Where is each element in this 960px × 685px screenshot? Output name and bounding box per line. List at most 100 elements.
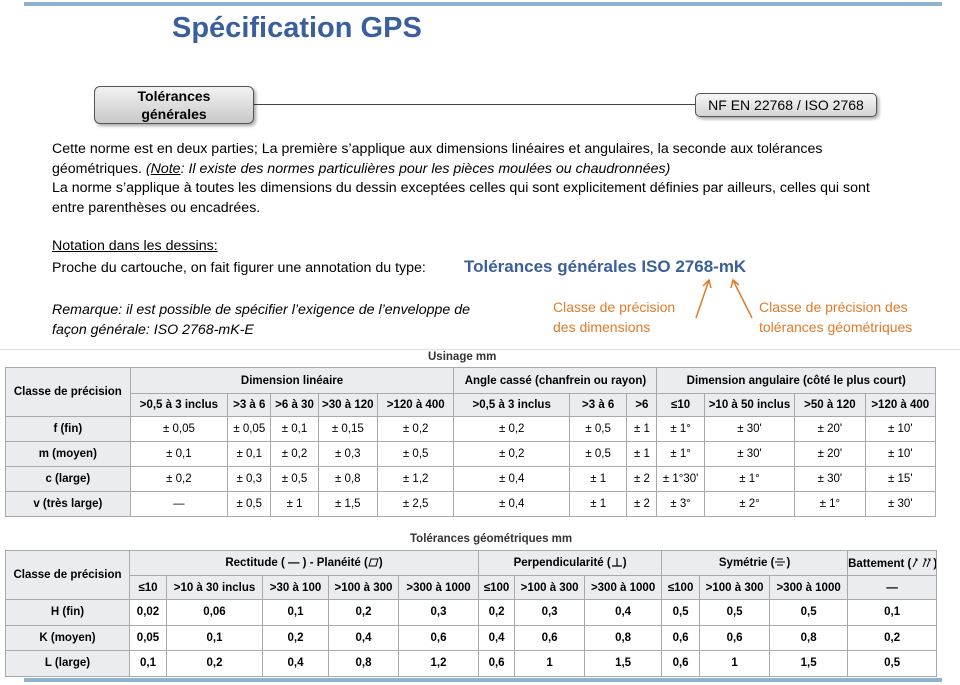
table-cell: 0,5 (847, 650, 938, 677)
table-cell: ± 0,4 (453, 466, 571, 492)
table-cell: 0,8 (769, 624, 849, 651)
table-cell: ± 2,5 (376, 491, 455, 517)
perpendicularity-icon (611, 558, 622, 567)
table-cell: ± 0,5 (569, 416, 628, 442)
col-header: >3 à 6 (569, 393, 628, 417)
table-cell: ± 10' (864, 416, 937, 442)
table-row: H (fin) 0,02 0,06 0,1 0,2 0,3 0,2 0,3 0,4 0,5 0,5 0… (5, 599, 938, 626)
notation-heading-text: Notation dans les dessins (52, 238, 214, 254)
table-cell: ± 1° (703, 466, 796, 492)
row-label: L (large) (5, 650, 130, 677)
table-cell: ± 0,1 (227, 441, 272, 467)
row-label: m (moyen) (5, 441, 131, 467)
col-header: >30 à 120 (317, 393, 378, 417)
table-cell: 0,2 (847, 624, 938, 651)
table-cell: ± 0,2 (376, 416, 455, 442)
table-cell: 0,5 (661, 599, 701, 626)
page-title: Spécification GPS (172, 12, 422, 44)
row-label: H (fin) (5, 599, 130, 626)
note-word: Note (150, 160, 181, 177)
group-runout: Battement () (847, 550, 938, 576)
connector-line (254, 104, 696, 105)
paragraph-1-line-2: géométriques. (Note: Il existe des norme… (52, 160, 670, 180)
bottom-rule (24, 678, 942, 682)
table-cell: 1 (514, 650, 586, 677)
geometric-body: H (fin) 0,02 0,06 0,1 0,2 0,3 0,2 0,3 0,4 0,5 0,5 0… (5, 599, 938, 677)
paragraph-2-line-2: entre parenthèses ou encadrées. (52, 199, 261, 216)
table-cell: 0,1 (847, 599, 938, 626)
table-cell: ± 2 (626, 491, 658, 517)
col-header: >10 à 30 inclus (166, 575, 263, 600)
table-cell: ± 20' (794, 441, 866, 467)
table-cell: 0,1 (166, 624, 263, 651)
table-cell: 0,6 (397, 624, 480, 651)
table-cell: ± 30' (864, 491, 937, 517)
group-runout-close: ) (933, 558, 935, 570)
remark-line-1: Remarque: il est possible de spécifier l… (52, 302, 470, 318)
table-row: L (large) 0,1 0,2 0,4 0,8 1,2 0,6 1 1,5 0,6 1 1,5 0,… (5, 650, 938, 677)
table-cell: 0,3 (397, 599, 480, 626)
table-cell: ± 3° (656, 491, 705, 517)
arrow-geometric (730, 278, 753, 319)
table-cell: 1,2 (397, 650, 480, 677)
table-cell: 0,1 (129, 650, 167, 677)
table-cell: 0,1 (262, 599, 329, 626)
col-header: ≤10 (656, 393, 705, 417)
table-cell: 0,2 (328, 599, 399, 626)
callout-dimensions-line-1: Classe de précision (553, 299, 676, 315)
table-row: v (très large) — ± 0,5 ± 1 ± 1,5 ± 2,5 ± 0,4 ± … (5, 491, 937, 517)
col-header: — (847, 575, 938, 600)
table-cell: 0,4 (478, 624, 516, 651)
table-cell: ± 20' (794, 416, 866, 442)
group-symmetry: Symétrie () (661, 550, 849, 576)
table-cell: ± 1,2 (376, 466, 455, 492)
group-angular: Dimension angulaire (côté le plus court) (656, 367, 936, 394)
col-header: >3 à 6 (227, 393, 272, 417)
table-cell: ± 1 (569, 466, 628, 492)
table-cell: ± 0,5 (227, 491, 272, 517)
row-label: c (large) (5, 466, 131, 492)
group-symmetry-label: Symétrie ( (718, 557, 775, 569)
table-cell: ± 0,2 (129, 466, 229, 492)
group-straightness-label: Rectitude ( — ) - Planéité ( (225, 557, 368, 569)
callout-arrows (695, 278, 753, 319)
runout-icon (912, 558, 931, 567)
class-header: Classe de précision (5, 367, 131, 417)
standard-box: NF EN 22768 / ISO 2768 (695, 93, 877, 117)
table-cell: 1 (699, 650, 771, 677)
col-header: >100 à 300 (514, 575, 586, 600)
separator (0, 349, 960, 350)
table-cell: ± 0,2 (453, 441, 571, 467)
table-cell: — (129, 491, 229, 517)
top-rule (24, 2, 942, 6)
col-header: >300 à 1000 (769, 575, 849, 600)
arrow-dimensions (695, 278, 712, 319)
row-label: f (fin) (5, 416, 131, 442)
symmetry-icon (775, 558, 786, 566)
table-cell: ± 0,15 (317, 416, 378, 442)
table-cell: 0,6 (661, 624, 701, 651)
table-cell: ± 30' (794, 466, 866, 492)
col-header: >100 à 300 (328, 575, 399, 600)
table-cell: ± 30' (703, 416, 796, 442)
table-cell: ± 0,8 (317, 466, 378, 492)
table-cell: 1,5 (584, 650, 663, 677)
table-cell: ± 0,1 (129, 441, 229, 467)
table-cell: ± 1 (626, 441, 658, 467)
general-tolerances-box: Tolérances générales (94, 86, 254, 124)
col-header: ≤10 (129, 575, 167, 600)
table-cell: ± 0,5 (569, 441, 628, 467)
table-cell: 0,02 (129, 599, 167, 626)
box-line-2: générales (141, 106, 207, 122)
p1-normal: géométriques. (52, 160, 146, 177)
table-cell: ± 1,5 (317, 491, 378, 517)
group-linear: Dimension linéaire (129, 367, 455, 394)
callout-geometric-line-1: Classe de précision des (759, 299, 908, 315)
table-cell: ± 0,1 (270, 416, 319, 442)
usinage-caption: Usinage mm (428, 351, 497, 363)
callout-dimensions-line-2: des dimensions (553, 318, 651, 335)
remark-line-2: façon générale: ISO 2768-mK-E (52, 322, 254, 338)
table-cell: 0,2 (478, 599, 516, 626)
table-cell: 0,5 (769, 599, 849, 626)
p1-italic: : Il existe des normes particulières pou… (180, 160, 671, 177)
